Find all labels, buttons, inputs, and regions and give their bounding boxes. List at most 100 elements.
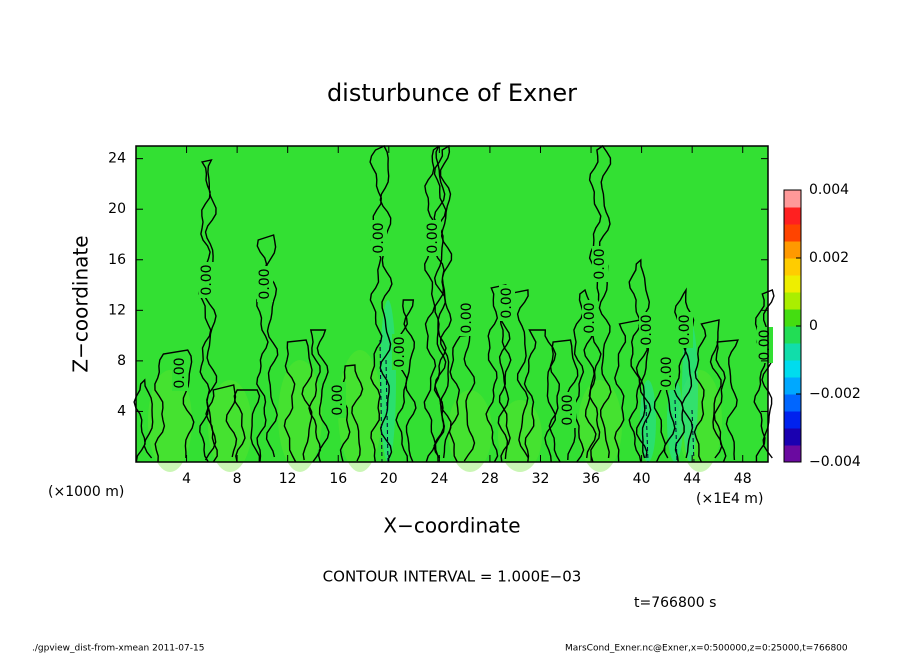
colorbar-band [784,241,801,259]
colorbar-band [784,275,801,293]
contour-label: 0.00 [639,314,655,345]
colorbar-band [784,445,801,463]
contour-label: 0.00 [425,222,441,253]
contour-line [198,159,218,463]
x-tick-label: 28 [481,471,499,487]
colorbar-tick-label: 0.002 [809,250,849,266]
x-tick-label: 16 [329,471,347,487]
colorbar-band [784,360,801,378]
x-tick-label: 36 [582,471,600,487]
colorbar-band [784,326,801,344]
contour-line [233,389,261,463]
field-patch [667,380,683,462]
contour-label: 0.00 [392,336,408,367]
x-unit-left: (×1000 m) [48,484,124,500]
contour-label-bg [659,354,675,390]
contour-line [256,234,279,463]
contour-label: 0.00 [459,302,475,333]
field [136,146,768,462]
colorbar-tick-label: −0.004 [809,454,861,470]
x-tick-label: 32 [532,471,550,487]
contour-label-bg [582,300,598,336]
contour-label-bg [677,312,693,348]
x-tick-label: 20 [380,471,398,487]
x-tick-label: 12 [279,471,297,487]
colorbar-band [784,309,801,327]
contour-line [485,284,511,463]
y-tick-label: 20 [108,201,126,217]
contour-line [423,145,447,463]
colorbar-tick-label: 0.004 [809,182,849,198]
field-patch [578,380,622,472]
contour-label-bg [257,266,273,302]
contour-label-bg [330,382,346,418]
contour-line [588,145,612,463]
x-tick-label: 44 [683,471,701,487]
contour-label-bg [560,392,576,428]
field-patch [278,360,322,472]
x-tick-label: 48 [734,471,752,487]
contour-line [369,145,393,463]
contour-label-bg [592,246,608,282]
contour-label: 0.00 [172,357,188,388]
colorbar-band [784,292,801,310]
contour-label: 0.00 [499,287,515,318]
contour-label-bg [425,220,441,256]
chart-title: disturbunce of Exner [327,79,577,107]
plot-frame [135,145,769,463]
colorbar-band [784,343,801,361]
x-tick-label: 8 [233,471,242,487]
contour-line [673,287,695,463]
plot-area: 0.00 0.000.00 0.000.000.00 0.00 0.00 0.00 0.00… [133,144,775,472]
contour-label: 0.00 [659,356,675,387]
contour-line [154,349,195,463]
colorbar-band [784,224,801,242]
contour-line [395,299,417,463]
contour-label: 0.00 [330,384,346,415]
contour-label-bg [392,334,408,370]
contour-line-negative [379,339,383,463]
colorbar-band [784,428,801,446]
footer-left: ./gpview_dist-from-xmean 2011-07-15 [32,644,204,654]
field-patch [208,380,252,472]
contour-label-bg [639,312,655,348]
contour-label-bg [459,300,475,336]
contour-label-bg [757,327,773,363]
colorbar-band [784,190,801,208]
contour-line-negative [674,399,678,463]
contour-label: 0.00 [677,314,693,345]
contour-label: 0.00 [757,329,773,360]
contour-line [498,289,530,463]
contour-label: 0.00 [257,268,273,299]
y-tick-label: 24 [108,151,126,167]
y-axis-label: Z−coordinate [69,235,93,372]
y-tick-label: 8 [117,353,126,369]
colorbar-tick-label: 0 [809,318,818,334]
contour-label-bg [199,262,215,298]
contour-line [693,319,723,463]
contour-line-negative [691,409,695,463]
x-unit-right: (×1E4 m) [696,491,763,507]
contour-label-bg [172,355,188,391]
contour-line-negative [385,359,389,463]
contour-label: 0.00 [199,264,215,295]
contour-line-negative [645,404,649,463]
field-patch [338,350,382,472]
contour-line [133,378,154,463]
contour-label: 0.00 [560,394,576,425]
contour-line [628,258,652,463]
contour-line [713,339,739,463]
y-tick-label: 16 [108,252,126,268]
contour-line [614,319,648,463]
contour-line [433,144,453,463]
contour-label-bg [499,285,515,321]
x-tick-label: 40 [633,471,651,487]
contour-line [205,384,238,463]
x-axis-label: X−coordinate [383,514,520,538]
contour-line [283,339,313,463]
contour-label: 0.00 [582,302,598,333]
colorbar-band [784,394,801,412]
colorbar-band [784,377,801,395]
x-tick-label: 4 [182,471,191,487]
colorbar-band [784,258,801,276]
